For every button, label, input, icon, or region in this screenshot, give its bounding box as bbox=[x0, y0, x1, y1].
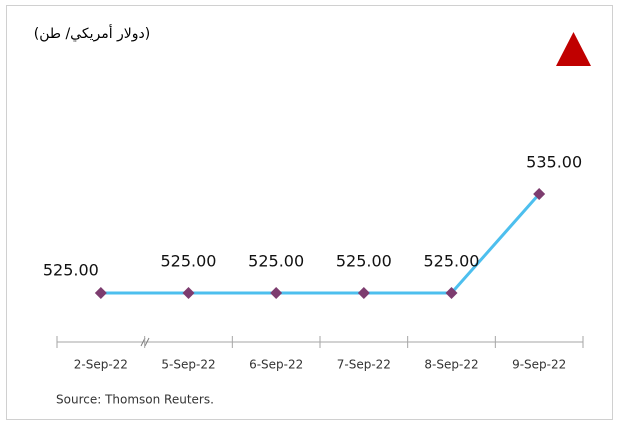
source: Source: Thomson Reuters. bbox=[56, 393, 214, 407]
x-tick-label: 5-Sep-22 bbox=[161, 358, 215, 372]
x-tick-label: 9-Sep-22 bbox=[512, 358, 566, 372]
data-label: 525.00 bbox=[424, 252, 480, 271]
marker bbox=[270, 287, 283, 299]
x-tick-label: 7-Sep-22 bbox=[337, 358, 391, 372]
up-icon bbox=[556, 32, 591, 66]
marker bbox=[445, 287, 458, 299]
data-label: 535.00 bbox=[526, 153, 582, 172]
data-label: 525.00 bbox=[336, 252, 392, 271]
x-tick-label: 8-Sep-22 bbox=[424, 358, 478, 372]
data-label: 525.00 bbox=[161, 252, 217, 271]
x-tick-label: 6-Sep-22 bbox=[249, 358, 303, 372]
chart-title: (دولار أمريكي/ طن) bbox=[34, 24, 151, 42]
marker bbox=[94, 287, 107, 299]
marker bbox=[533, 188, 546, 200]
marker bbox=[182, 287, 195, 299]
frame bbox=[6, 5, 613, 420]
data-label: 525.00 bbox=[248, 252, 304, 271]
marker bbox=[357, 287, 370, 299]
data-label: 525.00 bbox=[43, 261, 99, 280]
line bbox=[100, 193, 541, 295]
x-tick-label: 2-Sep-22 bbox=[74, 358, 128, 372]
